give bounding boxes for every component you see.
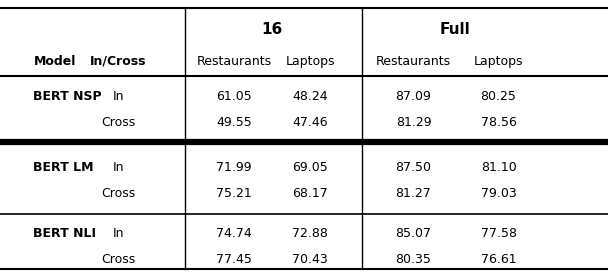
Text: 48.24: 48.24 [292, 90, 328, 103]
Text: 47.46: 47.46 [292, 116, 328, 129]
Text: 68.17: 68.17 [292, 187, 328, 200]
Text: 81.29: 81.29 [396, 116, 431, 129]
Text: BERT LM: BERT LM [33, 161, 94, 174]
Text: In/Cross: In/Cross [91, 55, 147, 68]
Text: 72.88: 72.88 [292, 227, 328, 240]
Text: 74.74: 74.74 [216, 227, 252, 240]
Text: 77.58: 77.58 [480, 227, 517, 240]
Text: 80.35: 80.35 [395, 253, 432, 266]
Text: In: In [113, 227, 124, 240]
Text: 81.27: 81.27 [396, 187, 431, 200]
Text: 61.05: 61.05 [216, 90, 252, 103]
Text: 77.45: 77.45 [216, 253, 252, 266]
Text: 85.07: 85.07 [395, 227, 432, 240]
Text: Restaurants: Restaurants [196, 55, 272, 68]
Text: In: In [113, 90, 124, 103]
Text: 49.55: 49.55 [216, 116, 252, 129]
Text: 87.50: 87.50 [395, 161, 432, 174]
Text: 81.10: 81.10 [481, 161, 516, 174]
Text: Model: Model [33, 55, 76, 68]
Text: 71.99: 71.99 [216, 161, 252, 174]
Text: 75.21: 75.21 [216, 187, 252, 200]
Text: 78.56: 78.56 [480, 116, 517, 129]
Text: In: In [113, 161, 124, 174]
Text: Cross: Cross [102, 116, 136, 129]
Text: 70.43: 70.43 [292, 253, 328, 266]
Text: Laptops: Laptops [474, 55, 523, 68]
Text: Laptops: Laptops [285, 55, 335, 68]
Text: 79.03: 79.03 [481, 187, 516, 200]
Text: BERT NLI: BERT NLI [33, 227, 97, 240]
Text: 69.05: 69.05 [292, 161, 328, 174]
Text: Cross: Cross [102, 187, 136, 200]
Text: Cross: Cross [102, 253, 136, 266]
Text: BERT NSP: BERT NSP [33, 90, 102, 103]
Text: 16: 16 [261, 22, 282, 38]
Text: 80.25: 80.25 [480, 90, 517, 103]
Text: Full: Full [440, 22, 470, 38]
Text: 76.61: 76.61 [481, 253, 516, 266]
Text: 87.09: 87.09 [395, 90, 432, 103]
Text: Restaurants: Restaurants [376, 55, 451, 68]
